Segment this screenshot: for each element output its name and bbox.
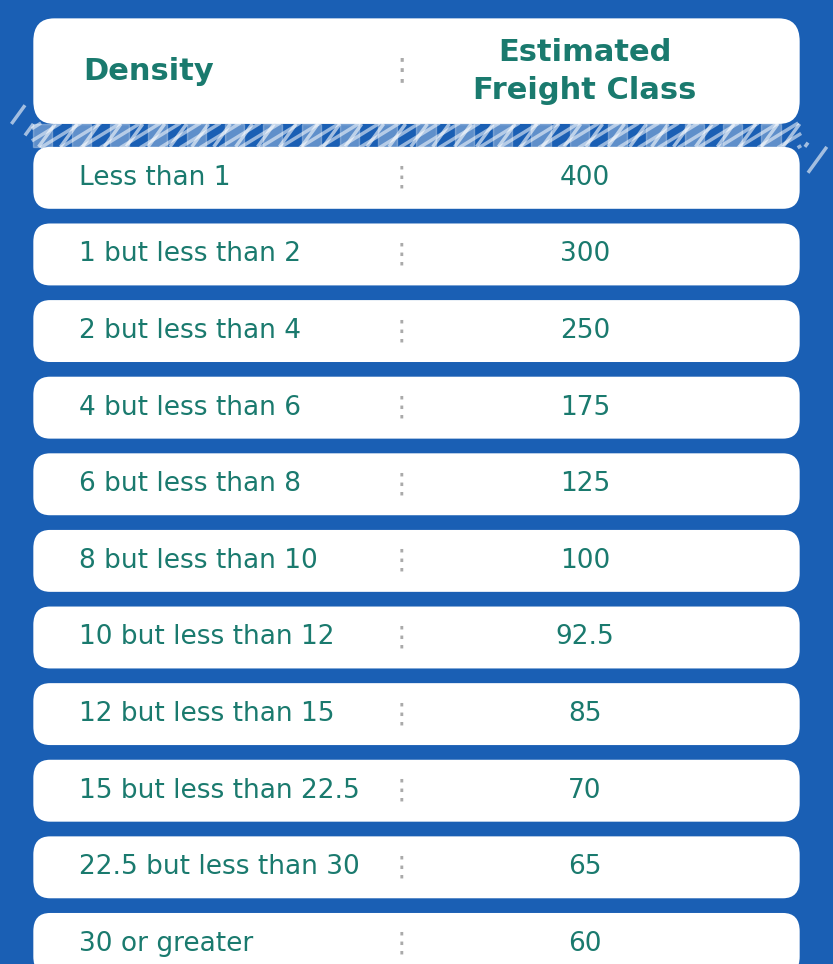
Polygon shape [378, 124, 397, 147]
Polygon shape [493, 124, 512, 147]
Text: 125: 125 [560, 471, 611, 497]
Text: 70: 70 [568, 778, 602, 804]
FancyBboxPatch shape [33, 124, 800, 147]
FancyBboxPatch shape [33, 760, 800, 821]
Text: ⋮: ⋮ [387, 624, 415, 652]
Text: ⋮: ⋮ [387, 777, 415, 805]
FancyBboxPatch shape [33, 913, 800, 964]
FancyBboxPatch shape [33, 530, 800, 592]
Polygon shape [531, 124, 551, 147]
Polygon shape [761, 124, 781, 147]
Bar [33, 124, 800, 147]
Text: ⋮: ⋮ [387, 853, 415, 881]
FancyBboxPatch shape [33, 147, 800, 209]
Bar [33, 124, 800, 147]
FancyBboxPatch shape [33, 377, 800, 439]
Polygon shape [110, 124, 129, 147]
Text: 250: 250 [560, 318, 611, 344]
Polygon shape [302, 124, 321, 147]
Text: 10 but less than 12: 10 but less than 12 [79, 625, 335, 651]
Text: 175: 175 [560, 394, 611, 420]
Text: 1 but less than 2: 1 but less than 2 [79, 241, 302, 267]
Text: 92.5: 92.5 [556, 625, 615, 651]
Text: ⋮: ⋮ [387, 700, 415, 728]
Polygon shape [263, 124, 282, 147]
Polygon shape [33, 124, 52, 147]
Text: 400: 400 [560, 165, 611, 191]
FancyBboxPatch shape [33, 224, 800, 285]
Text: 15 but less than 22.5: 15 but less than 22.5 [79, 778, 360, 804]
Text: 65: 65 [568, 854, 602, 880]
Text: 12 but less than 15: 12 but less than 15 [79, 701, 335, 727]
FancyBboxPatch shape [33, 300, 800, 362]
Text: 30 or greater: 30 or greater [79, 931, 253, 957]
Polygon shape [187, 124, 206, 147]
Text: ⋮: ⋮ [387, 930, 415, 958]
Polygon shape [72, 124, 91, 147]
Polygon shape [148, 124, 167, 147]
Text: ⋮: ⋮ [386, 57, 416, 86]
Text: 85: 85 [568, 701, 602, 727]
Polygon shape [340, 124, 359, 147]
FancyBboxPatch shape [33, 837, 800, 898]
Polygon shape [723, 124, 742, 147]
Text: 6 but less than 8: 6 but less than 8 [79, 471, 302, 497]
Text: Less than 1: Less than 1 [79, 165, 231, 191]
FancyBboxPatch shape [33, 453, 800, 515]
Text: 100: 100 [560, 548, 611, 574]
Polygon shape [225, 124, 244, 147]
Polygon shape [685, 124, 704, 147]
FancyBboxPatch shape [33, 18, 800, 124]
Polygon shape [416, 124, 436, 147]
Text: 300: 300 [560, 241, 611, 267]
Text: ⋮: ⋮ [387, 470, 415, 498]
Text: 60: 60 [568, 931, 602, 957]
FancyBboxPatch shape [33, 683, 800, 745]
Text: 8 but less than 10: 8 but less than 10 [79, 548, 318, 574]
Polygon shape [455, 124, 474, 147]
Text: Estimated
Freight Class: Estimated Freight Class [473, 38, 696, 105]
Polygon shape [646, 124, 666, 147]
Text: ⋮: ⋮ [387, 547, 415, 575]
FancyBboxPatch shape [33, 606, 800, 668]
Text: ⋮: ⋮ [387, 393, 415, 421]
Text: ⋮: ⋮ [387, 164, 415, 192]
Text: ⋮: ⋮ [387, 240, 415, 268]
Text: Density: Density [83, 57, 214, 86]
Text: 22.5 but less than 30: 22.5 but less than 30 [79, 854, 360, 880]
Text: 2 but less than 4: 2 but less than 4 [79, 318, 302, 344]
Text: 4 but less than 6: 4 but less than 6 [79, 394, 302, 420]
Polygon shape [608, 124, 627, 147]
Text: ⋮: ⋮ [387, 317, 415, 345]
Polygon shape [570, 124, 589, 147]
